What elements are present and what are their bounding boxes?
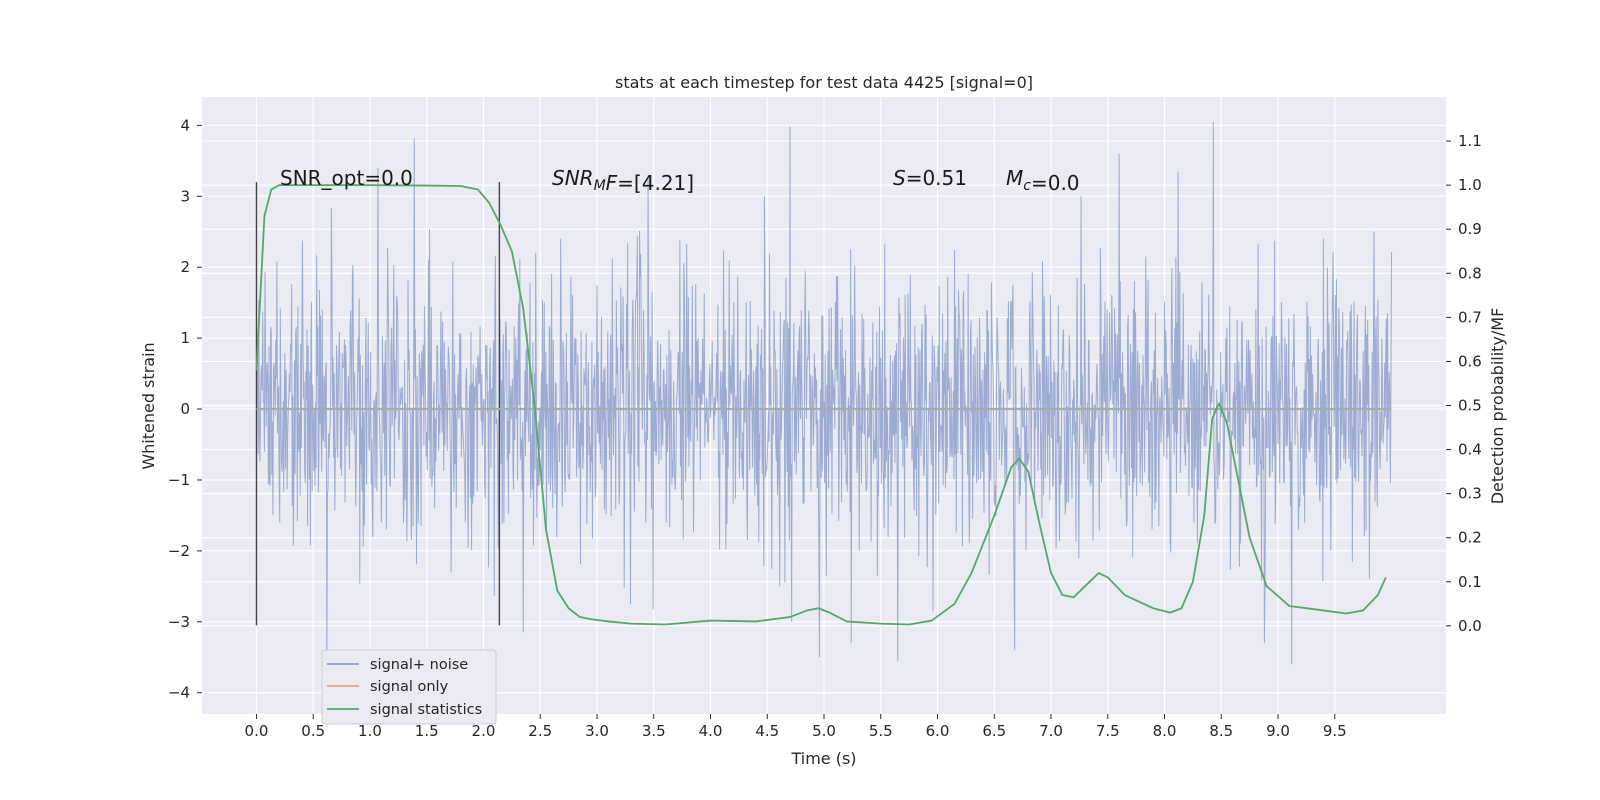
y-tick-label-2: −2 [168,542,190,560]
y-right-tick-label-10: 1.0 [1458,176,1482,194]
y-right-tick-label-8: 0.8 [1458,264,1482,282]
x-tick-label-8: 4.0 [699,722,723,740]
y-axis-ticks: −4 −3 −2 −1 0 1 2 3 4 [168,116,202,702]
legend-label-signal-plus-noise: signal+ noise [370,657,468,673]
x-tick-label-13: 6.5 [982,722,1006,740]
annotation-s-stat: S=0.51 [893,166,967,190]
x-tick-label-18: 9.0 [1266,722,1290,740]
x-tick-label-14: 7.0 [1039,722,1063,740]
annotations: SNR_opt=0.0 SNRMF=[4.21] S=0.51 Mc=0.0 [280,166,1080,195]
y-tick-label-3: −1 [168,471,190,489]
annotation-snr-mf: SNRMF=[4.21] [552,166,694,195]
x-tick-label-1: 0.5 [301,722,325,740]
y-right-tick-label-5: 0.5 [1458,397,1482,415]
line-signal-plus-noise [255,121,1393,675]
y-right-tick-label-6: 0.6 [1458,352,1482,370]
x-tick-label-9: 4.5 [755,722,779,740]
x-tick-label-7: 3.5 [642,722,666,740]
x-tick-label-5: 2.5 [528,722,552,740]
y-axis-label: Whitened strain [139,342,158,469]
x-tick-label-4: 2.0 [472,722,496,740]
x-tick-label-16: 8.0 [1153,722,1177,740]
series-signal-plus-noise [255,121,1393,675]
y-right-tick-label-0: 0.0 [1458,617,1482,635]
legend-label-signal-statistics: signal statistics [370,702,482,718]
annotation-mc-stat: Mc=0.0 [1006,166,1080,195]
x-axis-label: Time (s) [790,749,856,768]
x-axis-ticks: 0.0 0.5 1.0 1.5 2.0 2.5 3.0 3.5 4.0 4.5 5.0 5.5 6.0 6… [245,714,1347,740]
y-tick-label-1: −3 [168,613,190,631]
y-tick-label-6: 2 [180,258,190,276]
y-right-tick-label-3: 0.3 [1458,485,1482,503]
x-tick-label-10: 5.0 [812,722,836,740]
legend: signal+ noise signal only signal statist… [321,649,497,725]
y-right-tick-label-4: 0.4 [1458,441,1482,459]
x-tick-label-6: 3.0 [585,722,609,740]
vertical-markers [255,182,501,626]
series-signal-statistics [255,184,1387,626]
annotation-snr-opt: SNR_opt=0.0 [280,166,413,190]
chart-title: stats at each timestep for test data 442… [615,73,1033,92]
y-right-tick-label-1: 0.1 [1458,573,1482,591]
y-tick-label-7: 3 [180,187,190,205]
y-right-tick-label-2: 0.2 [1458,529,1482,547]
legend-box [321,649,497,725]
y-tick-label-4: 0 [180,400,190,418]
x-tick-label-11: 5.5 [869,722,893,740]
x-tick-label-2: 1.0 [358,722,382,740]
y-right-axis-ticks: 0.0 0.1 0.2 0.3 0.4 0.5 0.6 0.7 0.8 0.9 1.0 1.1 [1446,132,1482,635]
y-tick-label-8: 4 [180,116,190,134]
y-tick-label-0: −4 [168,684,190,702]
x-tick-label-19: 9.5 [1323,722,1347,740]
y-tick-label-5: 1 [180,329,190,347]
y-right-tick-label-11: 1.1 [1458,132,1482,150]
x-tick-label-17: 8.5 [1209,722,1233,740]
y-right-axis-label: Detection probability/MF [1488,308,1507,505]
x-tick-label-3: 1.5 [415,722,439,740]
y-right-tick-label-7: 0.7 [1458,308,1482,326]
x-tick-label-12: 6.0 [926,722,950,740]
x-tick-label-15: 7.5 [1096,722,1120,740]
legend-label-signal-only: signal only [370,679,449,695]
x-tick-label-0: 0.0 [245,722,269,740]
line-signal-statistics [255,184,1387,626]
y-right-tick-label-9: 0.9 [1458,220,1482,238]
